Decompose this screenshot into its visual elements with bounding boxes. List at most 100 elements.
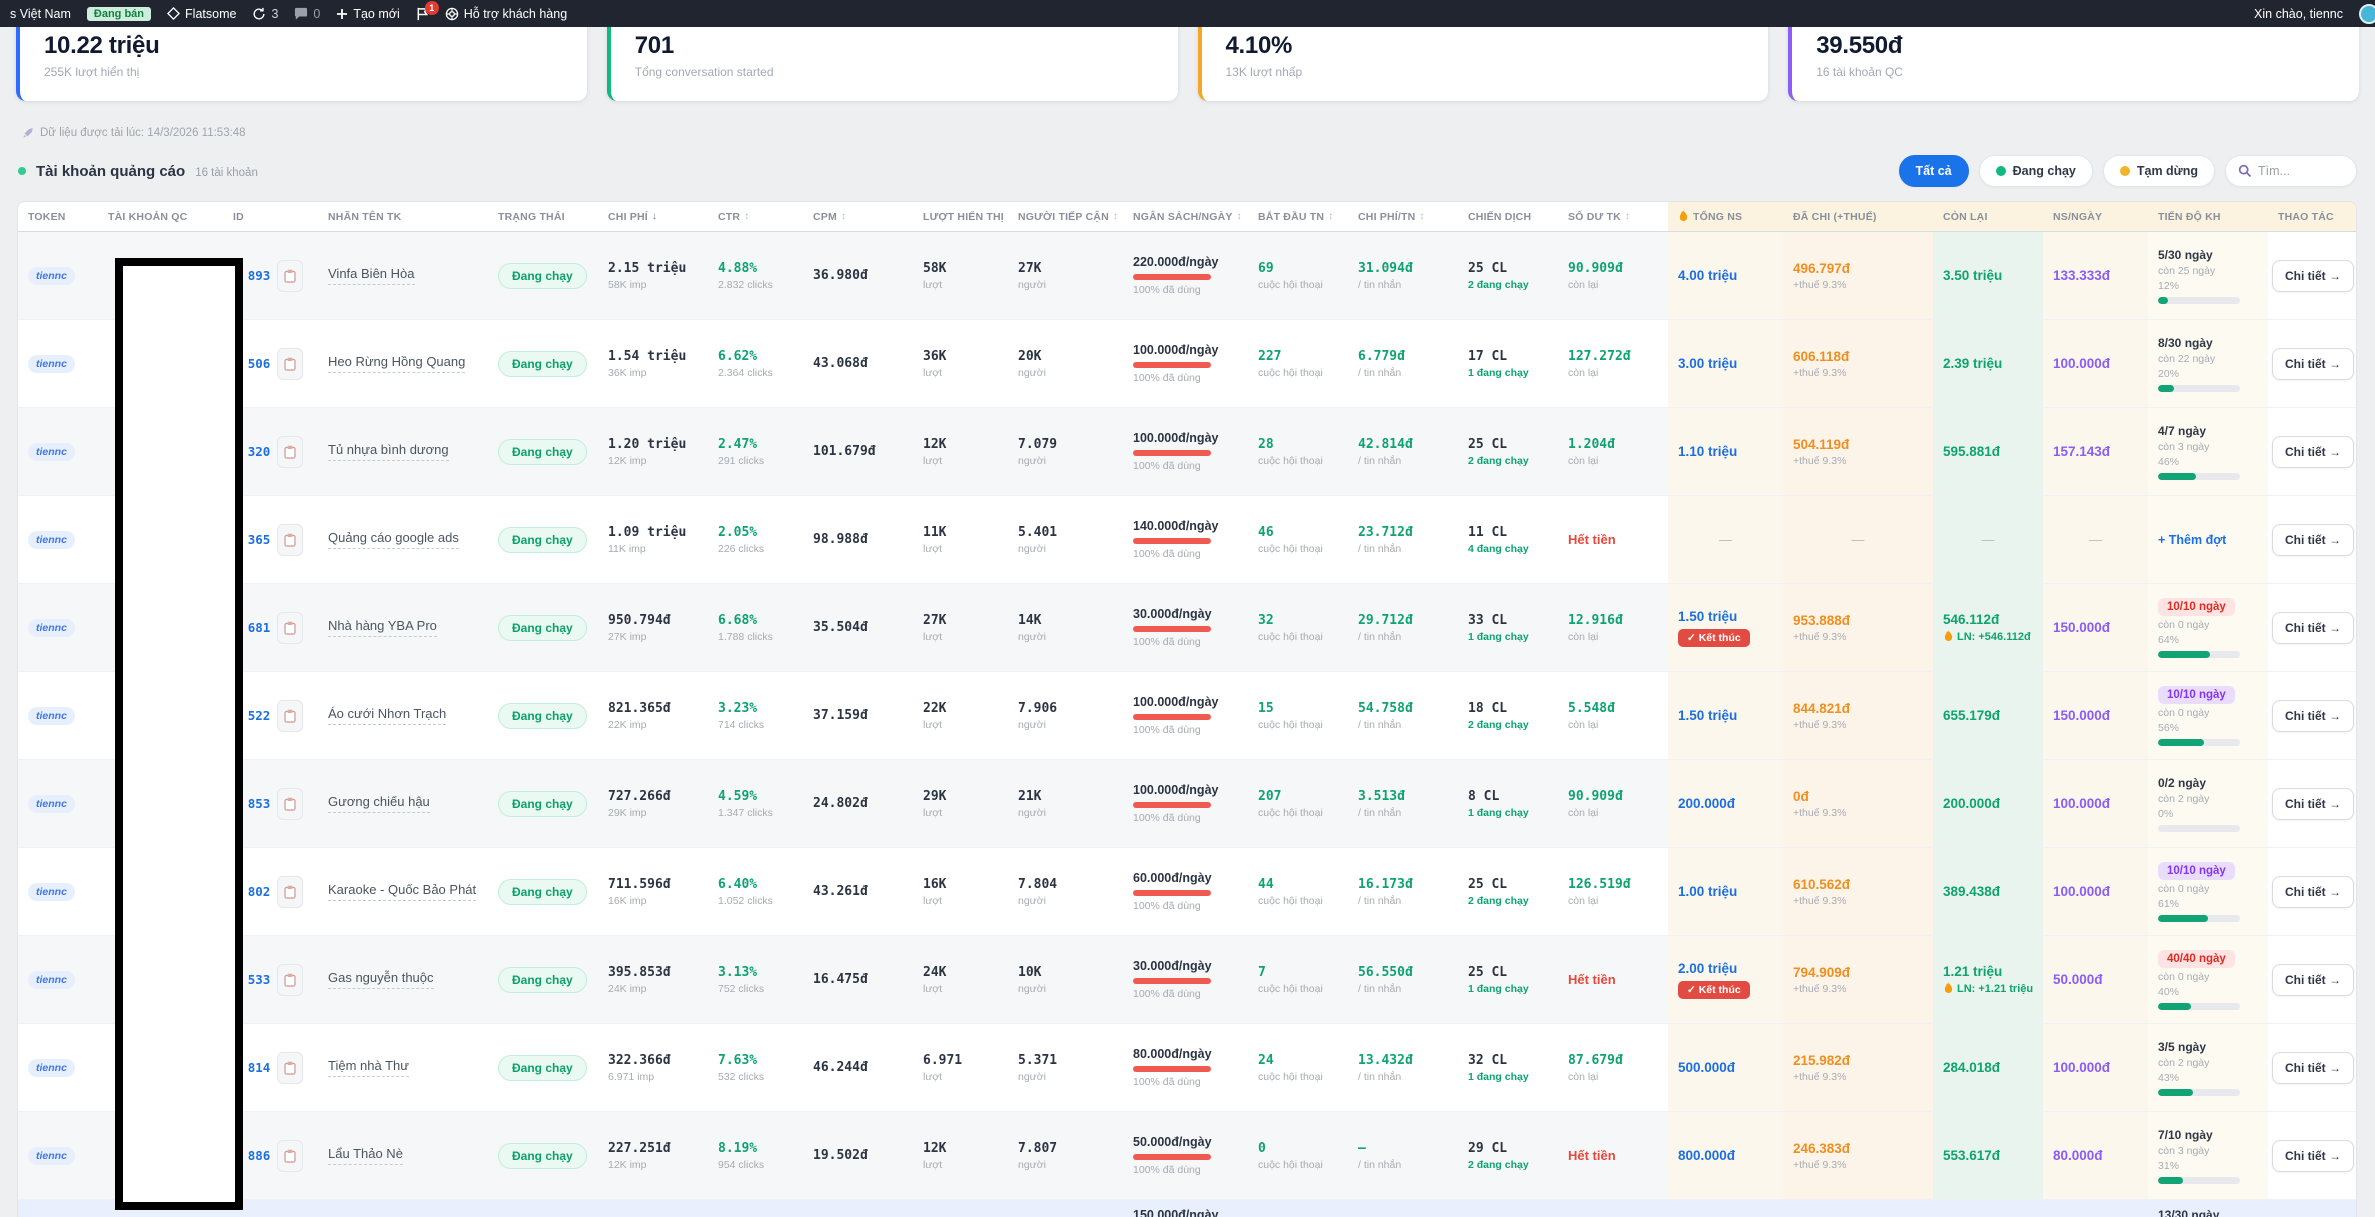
detail-button[interactable]: Chi tiết → — [2272, 1139, 2354, 1172]
column-header-6[interactable]: CTR ↕ — [718, 210, 750, 223]
filter-button-1[interactable]: Đang chạy — [1978, 155, 2093, 187]
column-header-10[interactable]: Ngân sách/ngày ↕ — [1133, 210, 1242, 223]
account-name[interactable]: Gas nguyễn thuộc — [328, 970, 434, 989]
token-pill[interactable]: tiennc — [28, 354, 75, 373]
selling-badge[interactable]: Đang bán — [86, 6, 152, 21]
token-pill[interactable]: tiennc — [28, 882, 75, 901]
comment-counter[interactable]: 0 — [294, 7, 320, 21]
column-header-12[interactable]: Chi phí/TN ↕ — [1358, 210, 1425, 223]
column-header-11[interactable]: Bắt đầu TN ↕ — [1258, 210, 1334, 223]
account-id-link[interactable]: 320 — [247, 444, 271, 459]
user-greeting[interactable]: Xin chào, tiennc — [2254, 6, 2343, 21]
account-id-link[interactable]: 893 — [247, 268, 271, 283]
account-id-link[interactable]: 365 — [247, 532, 271, 547]
refresh-counter[interactable]: 3 — [252, 7, 278, 21]
detail-button[interactable]: Chi tiết → — [2272, 259, 2354, 292]
token-pill[interactable]: tiennc — [28, 442, 75, 461]
token-pill[interactable]: tiennc — [28, 530, 75, 549]
account-name[interactable]: Tủ nhựa bình dương — [328, 442, 449, 461]
copy-id-button[interactable] — [277, 347, 304, 380]
progress-days: 7/10 ngày — [2158, 1127, 2213, 1142]
user-avatar[interactable] — [2359, 3, 2375, 24]
sort-desc-icon[interactable]: ↓ — [651, 211, 658, 222]
add-phase-link[interactable]: + Thêm đợt — [2158, 532, 2227, 547]
sort-icon[interactable]: ↕ — [744, 211, 750, 222]
sort-icon[interactable]: ↕ — [1236, 211, 1242, 222]
account-id-link[interactable]: 853 — [247, 796, 271, 811]
profit-line: LN: +546.112đ — [1943, 630, 2043, 643]
search-input[interactable] — [2258, 164, 2338, 178]
token-pill[interactable]: tiennc — [28, 970, 75, 989]
account-id-link[interactable]: 506 — [247, 356, 271, 371]
copy-id-button[interactable] — [277, 611, 304, 644]
sort-icon[interactable]: ↕ — [1419, 211, 1425, 222]
account-id-link[interactable]: 886 — [247, 1148, 271, 1163]
support-button[interactable]: Hỗ trợ khách hàng — [445, 7, 567, 21]
account-id-link[interactable]: 814 — [247, 1060, 271, 1075]
create-new-button[interactable]: Tạo mới — [336, 7, 400, 21]
detail-button[interactable]: Chi tiết → — [2272, 523, 2354, 556]
notifications-button[interactable]: 1 — [416, 0, 439, 21]
detail-button[interactable]: Chi tiết → — [2272, 787, 2354, 820]
cell-token: tiennc — [18, 760, 98, 848]
account-id-link[interactable]: 802 — [247, 884, 271, 899]
account-name[interactable]: Karaoke - Quốc Bảo Phát — [328, 882, 477, 901]
copy-id-button[interactable] — [277, 875, 304, 908]
token-pill[interactable]: tiennc — [28, 794, 75, 813]
account-name[interactable]: Vinfa Biên Hòa — [328, 266, 415, 285]
filter-button-2[interactable]: Tạm dừng — [2102, 155, 2215, 187]
account-name[interactable]: Lẩu Thảo Nè — [328, 1146, 403, 1165]
token-pill[interactable]: tiennc — [28, 1146, 75, 1165]
cell-cost-per-msg: 31.094đ / tin nhắn — [1348, 232, 1458, 320]
account-id-link[interactable]: 533 — [247, 972, 271, 987]
account-id-link[interactable]: 681 — [247, 620, 271, 635]
cell-name: Vinfa Biên Hòa — [318, 232, 488, 320]
copy-id-button[interactable] — [277, 699, 304, 732]
copy-id-button[interactable] — [277, 259, 304, 292]
detail-button[interactable]: Chi tiết → — [2272, 347, 2354, 380]
account-name[interactable]: Nhà hàng YBA Pro — [328, 618, 437, 637]
token-pill[interactable]: tiennc — [28, 618, 75, 637]
copy-id-button[interactable] — [277, 787, 304, 820]
cell-cost-per-msg: 23.712đ / tin nhắn — [1348, 496, 1458, 584]
search-box[interactable] — [2225, 155, 2357, 187]
sort-icon[interactable]: ↕ — [1328, 211, 1334, 222]
detail-button[interactable]: Chi tiết → — [2272, 611, 2354, 644]
account-id-link[interactable]: 522 — [247, 708, 271, 723]
copy-id-button[interactable] — [277, 1051, 304, 1084]
detail-button[interactable]: Chi tiết → — [2272, 699, 2354, 732]
brand-menu[interactable]: Flatsome — [167, 7, 236, 21]
detail-button[interactable]: Chi tiết → — [2272, 435, 2354, 468]
column-header-9[interactable]: Người tiếp cận ↕ — [1018, 210, 1119, 223]
token-pill[interactable]: tiennc — [28, 706, 75, 725]
detail-button[interactable]: Chi tiết → — [2272, 1051, 2354, 1084]
stat-card: 4.10% 13K lượt nhấp — [1197, 15, 1769, 101]
token-pill[interactable]: tiennc — [28, 266, 75, 285]
cell-balance: 12.916đ còn lại — [1558, 584, 1668, 672]
account-name[interactable]: Quảng cáo google ads — [328, 530, 459, 549]
column-header-8[interactable]: Lượt hiển thị↕ — [913, 202, 1008, 231]
column-header-7[interactable]: CPM ↕ — [813, 210, 847, 223]
copy-id-button[interactable] — [277, 523, 304, 556]
copy-id-button[interactable] — [277, 435, 304, 468]
account-name[interactable]: Heo Rừng Hồng Quang — [328, 354, 466, 373]
column-header-14[interactable]: Số dư TK ↕ — [1568, 210, 1631, 223]
detail-button[interactable]: Chi tiết → — [2272, 963, 2354, 996]
detail-button[interactable]: Chi tiết → — [2272, 875, 2354, 908]
copy-id-button[interactable] — [277, 1139, 304, 1172]
sort-icon[interactable]: ↕ — [1112, 211, 1119, 222]
account-name[interactable]: Gương chiếu hậu — [328, 794, 430, 813]
column-header-5[interactable]: Chi phí ↓ — [608, 210, 658, 223]
account-name[interactable]: Áo cưới Nhơn Trạch — [328, 706, 447, 725]
sort-icon[interactable]: ↕ — [1624, 211, 1631, 222]
sort-icon[interactable]: ↕ — [840, 211, 847, 222]
copy-id-button[interactable] — [277, 963, 304, 996]
page-title: Tài khoản quảng cáo — [36, 162, 186, 180]
token-pill[interactable]: tiennc — [28, 1058, 75, 1077]
cell-campaigns: 25 CL 2 đang chạy — [1458, 848, 1558, 936]
cell-cpm: 35.504đ — [803, 584, 913, 672]
site-name[interactable]: s Việt Nam — [10, 6, 71, 21]
account-name[interactable]: Tiệm nhà Thư — [328, 1058, 409, 1077]
cell-action: Chi tiết → — [2268, 760, 2356, 848]
filter-button-0[interactable]: Tất cả — [1898, 155, 1969, 187]
